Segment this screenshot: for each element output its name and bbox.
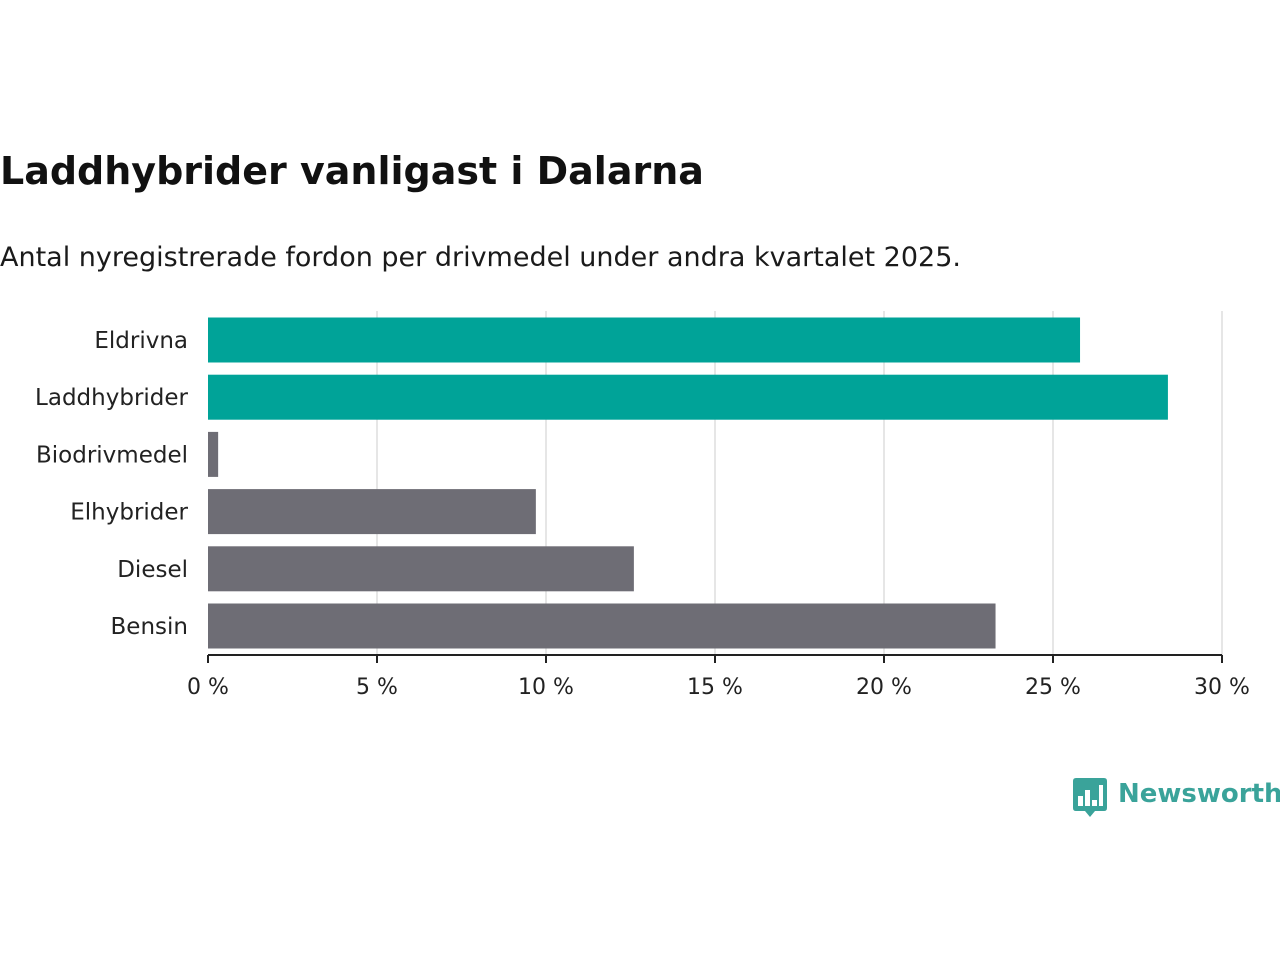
category-label: Diesel xyxy=(117,557,188,583)
category-label: Bensin xyxy=(111,614,188,640)
x-tick-label: 30 % xyxy=(1194,675,1250,700)
chart-subtitle: Antal nyregistrerade fordon per drivmede… xyxy=(0,242,961,273)
x-tick-label: 25 % xyxy=(1025,675,1081,700)
bar-chart-bubble-icon xyxy=(1073,778,1107,817)
category-label: Laddhybrider xyxy=(35,385,188,411)
bar-elhybrider xyxy=(208,489,536,535)
bar-biodrivmedel xyxy=(208,431,219,477)
bar-laddhybrider xyxy=(208,374,1168,420)
x-tick-label: 15 % xyxy=(687,675,743,700)
bar-eldrivna xyxy=(208,317,1081,363)
bar-bensin xyxy=(208,603,996,649)
category-label: Elhybrider xyxy=(70,500,188,526)
x-tick-label: 10 % xyxy=(518,675,574,700)
category-label: Biodrivmedel xyxy=(36,442,188,468)
category-label: Eldrivna xyxy=(94,328,188,354)
x-tick-label: 20 % xyxy=(856,675,912,700)
bar-diesel xyxy=(208,546,634,592)
chart-title: Laddhybrider vanligast i Dalarna xyxy=(0,149,704,193)
x-tick-label: 0 % xyxy=(187,675,229,700)
newsworthy-logo: Newsworthy xyxy=(1072,776,1280,820)
x-tick-label: 5 % xyxy=(356,675,398,700)
brand-name: Newsworthy xyxy=(1118,779,1280,809)
